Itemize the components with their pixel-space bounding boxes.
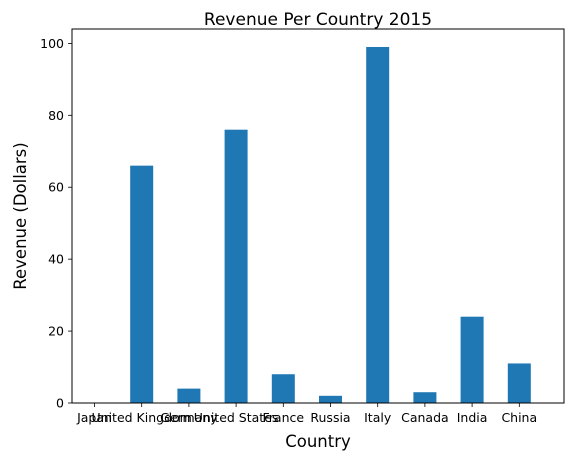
y-axis-title: Revenue (Dollars) bbox=[11, 142, 30, 289]
bar-italy bbox=[366, 46, 390, 403]
bar-canada bbox=[413, 392, 437, 403]
x-tick-label: India bbox=[457, 410, 488, 425]
bar-china bbox=[507, 363, 531, 403]
y-tick-label: 20 bbox=[48, 324, 64, 339]
y-tick-label: 100 bbox=[40, 36, 64, 51]
bar-russia bbox=[319, 395, 342, 403]
y-tick-label: 40 bbox=[48, 252, 64, 267]
bar-united-states bbox=[224, 129, 248, 403]
y-tick-label: 60 bbox=[48, 180, 64, 195]
x-tick-label: Russia bbox=[310, 410, 350, 425]
y-tick-label: 0 bbox=[56, 396, 64, 411]
x-tick-label: United Kingdom bbox=[92, 410, 192, 425]
bar-germany bbox=[177, 388, 201, 403]
x-tick-label: Italy bbox=[364, 410, 392, 425]
x-tick-label: United States bbox=[194, 410, 279, 425]
x-tick-label: China bbox=[501, 410, 537, 425]
x-tick-label: France bbox=[263, 410, 305, 425]
x-axis-title: Country bbox=[285, 432, 351, 451]
bar-india bbox=[460, 316, 484, 403]
bar-united-kingdom bbox=[130, 165, 154, 403]
chart-title: Revenue Per Country 2015 bbox=[204, 10, 432, 30]
bars-group bbox=[130, 46, 531, 403]
y-tick-label: 80 bbox=[48, 108, 64, 123]
plot-frame bbox=[71, 28, 565, 404]
x-tick-label: Canada bbox=[401, 410, 449, 425]
bar-france bbox=[271, 374, 295, 403]
y-axis-ticks: 0 20 40 60 80 100 bbox=[40, 36, 72, 411]
x-tick-label: Germany bbox=[160, 410, 218, 425]
x-tick-label: Japan bbox=[76, 410, 112, 425]
